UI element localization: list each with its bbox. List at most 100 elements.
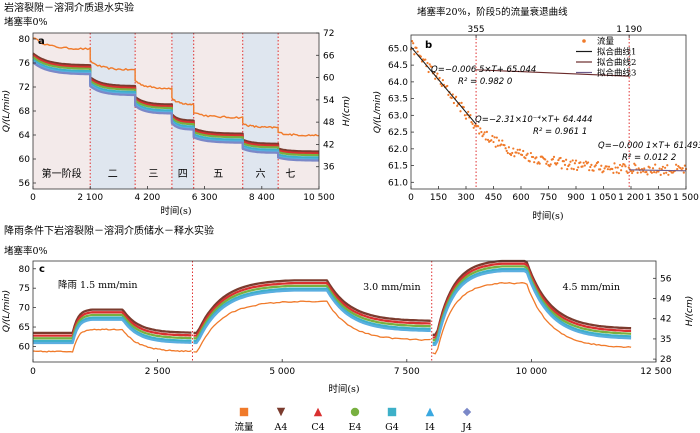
- data-point: [506, 151, 509, 155]
- series-line-J4: [32, 61, 319, 162]
- y-right-tick-label: 28: [660, 355, 672, 365]
- stage-label: 六: [255, 168, 265, 180]
- data-point: [571, 159, 574, 162]
- data-point: [490, 139, 493, 142]
- data-point: [510, 153, 513, 157]
- legend-marker: [582, 39, 586, 43]
- data-point: [651, 167, 655, 170]
- fit-line: [410, 46, 477, 125]
- panel-a-series: [32, 37, 320, 162]
- data-point: [528, 160, 531, 163]
- y-tick-label: 75: [19, 284, 30, 294]
- data-point: [589, 165, 592, 169]
- data-point: [440, 84, 443, 88]
- panel-c-xlabel: 时间(s): [328, 383, 359, 395]
- y-tick-label: 61.5: [388, 162, 408, 172]
- data-point: [479, 127, 482, 130]
- data-point: [419, 55, 422, 58]
- panel-c-rain-labels: 降雨 1.5 mm/min 3.0 mm/min 4.5 mm/min: [58, 279, 620, 293]
- panel-c-axes: 0 2 500 5 000 7 500 10 000 12 500 60 65 70 75 80 28…: [19, 265, 672, 377]
- panel-c-series: [32, 259, 632, 355]
- data-point: [467, 110, 470, 113]
- data-point: [535, 156, 538, 159]
- y-right-tick-label: 49: [660, 295, 672, 305]
- data-point: [665, 171, 668, 174]
- data-point: [683, 164, 687, 167]
- series-line-A4: [32, 52, 319, 153]
- data-point: [428, 63, 431, 66]
- stage-label: 四: [178, 169, 188, 180]
- data-point: [625, 170, 628, 173]
- data-point: [624, 165, 627, 168]
- data-point: [566, 168, 569, 171]
- data-point: [521, 153, 524, 157]
- y-tick-label: 60: [19, 155, 31, 165]
- legend-marker-G4: [387, 407, 397, 417]
- data-point: [500, 143, 503, 146]
- data-point: [495, 136, 498, 139]
- data-point: [599, 168, 602, 171]
- legend-label: 拟合曲线1: [597, 47, 636, 58]
- data-point: [546, 160, 549, 163]
- data-point: [426, 61, 429, 65]
- rain-label: 降雨 1.5 mm/min: [58, 279, 138, 291]
- data-point: [627, 166, 630, 169]
- x-tick-label: 0: [408, 193, 414, 203]
- x-tick-label: 4 200: [135, 193, 161, 203]
- panel-a-subtitle: 堵塞率0%: [4, 16, 48, 28]
- series-line-G4: [32, 58, 319, 159]
- data-point: [614, 166, 617, 169]
- data-point: [505, 149, 508, 152]
- data-point: [618, 163, 622, 167]
- data-point: [486, 138, 490, 141]
- y-tick-label: 76: [19, 59, 31, 69]
- y-tick-label: 64.0: [388, 78, 408, 88]
- data-point: [562, 160, 566, 163]
- stage-label: 第一阶段: [42, 167, 82, 180]
- data-point: [549, 163, 552, 166]
- y-right-tick-label: 56: [660, 274, 672, 284]
- data-point: [639, 171, 643, 174]
- data-point: [544, 158, 547, 161]
- data-point: [452, 101, 455, 105]
- x-tick-label: 5 000: [269, 367, 295, 377]
- fit-r2: R² = 0.982 0: [458, 77, 512, 87]
- fit-equation: Q=−0.006 5×T+ 65.044: [431, 65, 536, 75]
- stage-label: 五: [213, 169, 223, 180]
- panel-c-ylabel-left: Q/(L/min): [2, 290, 12, 332]
- data-point: [556, 162, 559, 165]
- y-right-tick-label: 35: [660, 335, 671, 345]
- data-point: [450, 96, 453, 100]
- y-right-tick-label: 60: [323, 74, 335, 84]
- data-point: [613, 162, 616, 165]
- data-point: [645, 170, 648, 174]
- y-tick-label: 63.5: [388, 95, 408, 105]
- panel-b-axes: 0 150 300 450 600 750 900 1 050 1 200 1 350 1 500 6…: [388, 25, 699, 203]
- data-point: [512, 147, 515, 150]
- y-tick-label: 60: [19, 342, 31, 352]
- data-point: [516, 148, 519, 151]
- data-point: [559, 156, 562, 160]
- data-point: [551, 158, 555, 161]
- y-right-tick-label: 72: [323, 29, 334, 39]
- data-point: [632, 170, 635, 173]
- fit-r2: R² = 0.961 1: [533, 127, 587, 137]
- data-point: [485, 130, 488, 133]
- rain-label: 3.0 mm/min: [363, 282, 421, 293]
- data-point: [568, 163, 571, 166]
- panel-b-xlabel: 时间(s): [532, 210, 563, 222]
- data-point: [472, 126, 475, 129]
- panel-c-label: c: [39, 264, 45, 275]
- series-line-流量: [32, 37, 320, 137]
- panel-c-title: 降雨条件下岩溶裂隙－溶洞介质储水－释水实验: [4, 224, 214, 237]
- data-point: [438, 76, 441, 80]
- stage-label: 二: [108, 169, 118, 180]
- data-point: [482, 133, 485, 136]
- y-tick-label: 65: [19, 323, 30, 333]
- data-point: [455, 95, 458, 98]
- data-point: [607, 165, 611, 168]
- data-point: [548, 165, 551, 168]
- data-point: [507, 146, 510, 149]
- panel-a-stage-labels: 第一阶段 二 三 四 五 六 七: [42, 167, 296, 180]
- data-point: [594, 164, 597, 167]
